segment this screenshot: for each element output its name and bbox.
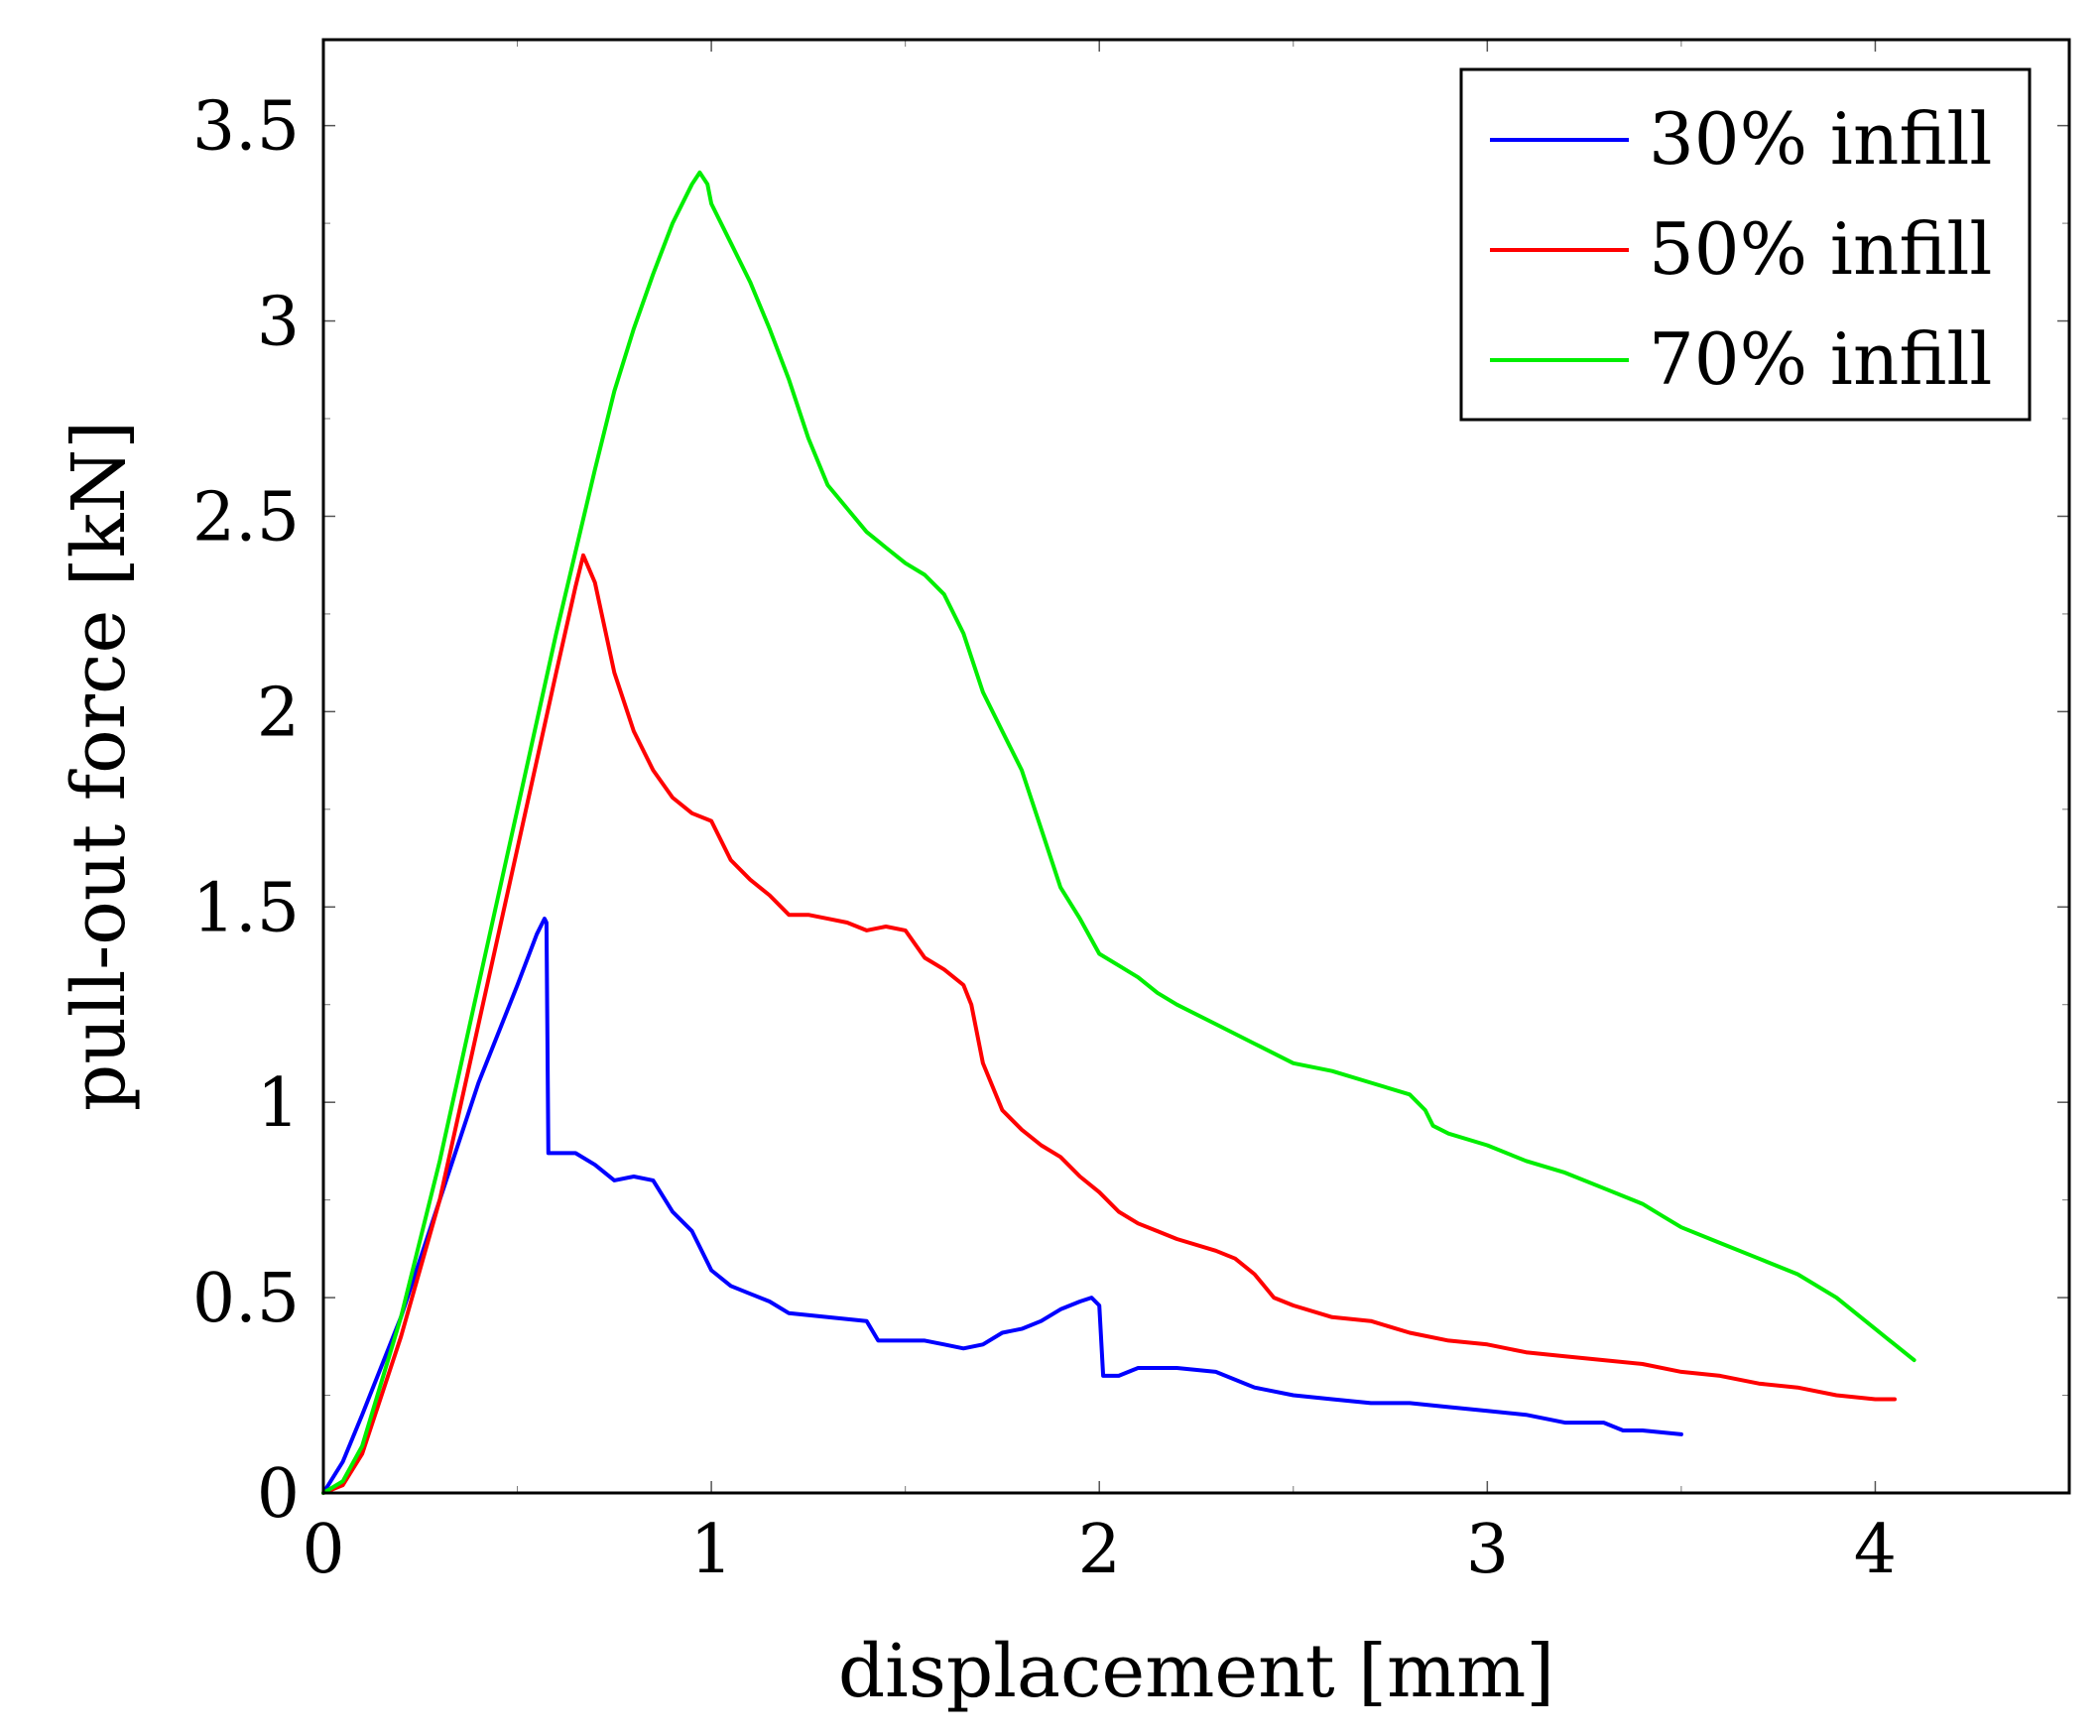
- legend-label-70-infill: 70% infill: [1649, 317, 1992, 401]
- series-line-50-infill: [321, 553, 1897, 1495]
- legend-entries: 30% infill 50% infill 70% infill: [1490, 97, 1992, 401]
- x-tick-label: 3: [1466, 1511, 1509, 1589]
- data-series: [321, 170, 1916, 1495]
- legend-label-50-infill: 50% infill: [1649, 207, 1992, 291]
- legend: 30% infill 50% infill 70% infill: [1459, 67, 2032, 422]
- y-axis-label: pull-out force [kN]: [57, 421, 142, 1111]
- y-tick-label: 0: [257, 1455, 300, 1534]
- x-axis-tick-labels: 0 1 2 3 4: [302, 1511, 1897, 1589]
- y-tick-label: 3.5: [192, 88, 300, 167]
- x-tick-label: 2: [1078, 1511, 1121, 1589]
- y-tick-label: 2.5: [192, 478, 300, 557]
- series-line-30-infill: [321, 917, 1683, 1495]
- y-tick-label: 2: [257, 674, 300, 752]
- y-tick-label: 1.5: [192, 869, 300, 947]
- y-tick-label: 3: [257, 284, 300, 362]
- x-tick-label: 0: [302, 1511, 344, 1589]
- y-axis-tick-labels: 0 0.5 1 1.5 2 2.5 3 3.5: [192, 88, 300, 1534]
- y-tick-label: 0.5: [192, 1260, 300, 1338]
- x-tick-label: 1: [689, 1511, 732, 1589]
- legend-label-30-infill: 30% infill: [1649, 97, 1992, 181]
- x-axis-label: displacement [mm]: [838, 1629, 1554, 1714]
- x-tick-label: 4: [1854, 1511, 1897, 1589]
- series-line-70-infill: [321, 170, 1916, 1495]
- y-tick-label: 1: [257, 1064, 300, 1143]
- plot-area-frame: [321, 38, 2071, 1495]
